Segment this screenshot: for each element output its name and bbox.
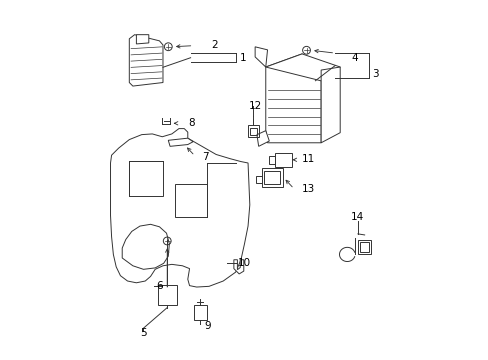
Bar xyxy=(264,171,279,184)
Text: 8: 8 xyxy=(188,118,194,128)
Text: 5: 5 xyxy=(140,328,146,338)
Polygon shape xyxy=(168,138,193,146)
Text: 12: 12 xyxy=(248,100,261,111)
Bar xyxy=(247,125,258,138)
Text: 11: 11 xyxy=(301,154,314,164)
Bar xyxy=(255,176,261,183)
Bar xyxy=(194,305,206,320)
Bar xyxy=(261,168,282,187)
Text: 3: 3 xyxy=(371,69,378,79)
Text: 13: 13 xyxy=(301,184,314,194)
Text: 7: 7 xyxy=(202,152,208,162)
Polygon shape xyxy=(255,47,267,67)
Polygon shape xyxy=(321,67,340,143)
Text: 14: 14 xyxy=(350,212,364,222)
Polygon shape xyxy=(265,54,321,143)
Bar xyxy=(175,184,207,217)
Polygon shape xyxy=(129,35,163,86)
Text: 2: 2 xyxy=(211,40,217,50)
Text: 10: 10 xyxy=(238,258,250,268)
Text: 4: 4 xyxy=(350,53,357,63)
Polygon shape xyxy=(110,129,249,287)
Polygon shape xyxy=(122,224,169,269)
Polygon shape xyxy=(265,54,340,82)
Bar xyxy=(357,239,370,254)
Bar xyxy=(269,156,274,164)
Bar xyxy=(157,285,177,305)
Polygon shape xyxy=(233,260,244,274)
Polygon shape xyxy=(136,35,148,44)
Bar xyxy=(249,128,256,135)
Text: 6: 6 xyxy=(156,281,163,291)
Bar xyxy=(360,242,368,252)
Bar xyxy=(274,153,291,167)
Text: 9: 9 xyxy=(203,321,210,331)
Bar xyxy=(129,161,163,196)
Text: 1: 1 xyxy=(239,53,245,63)
Polygon shape xyxy=(256,131,269,146)
